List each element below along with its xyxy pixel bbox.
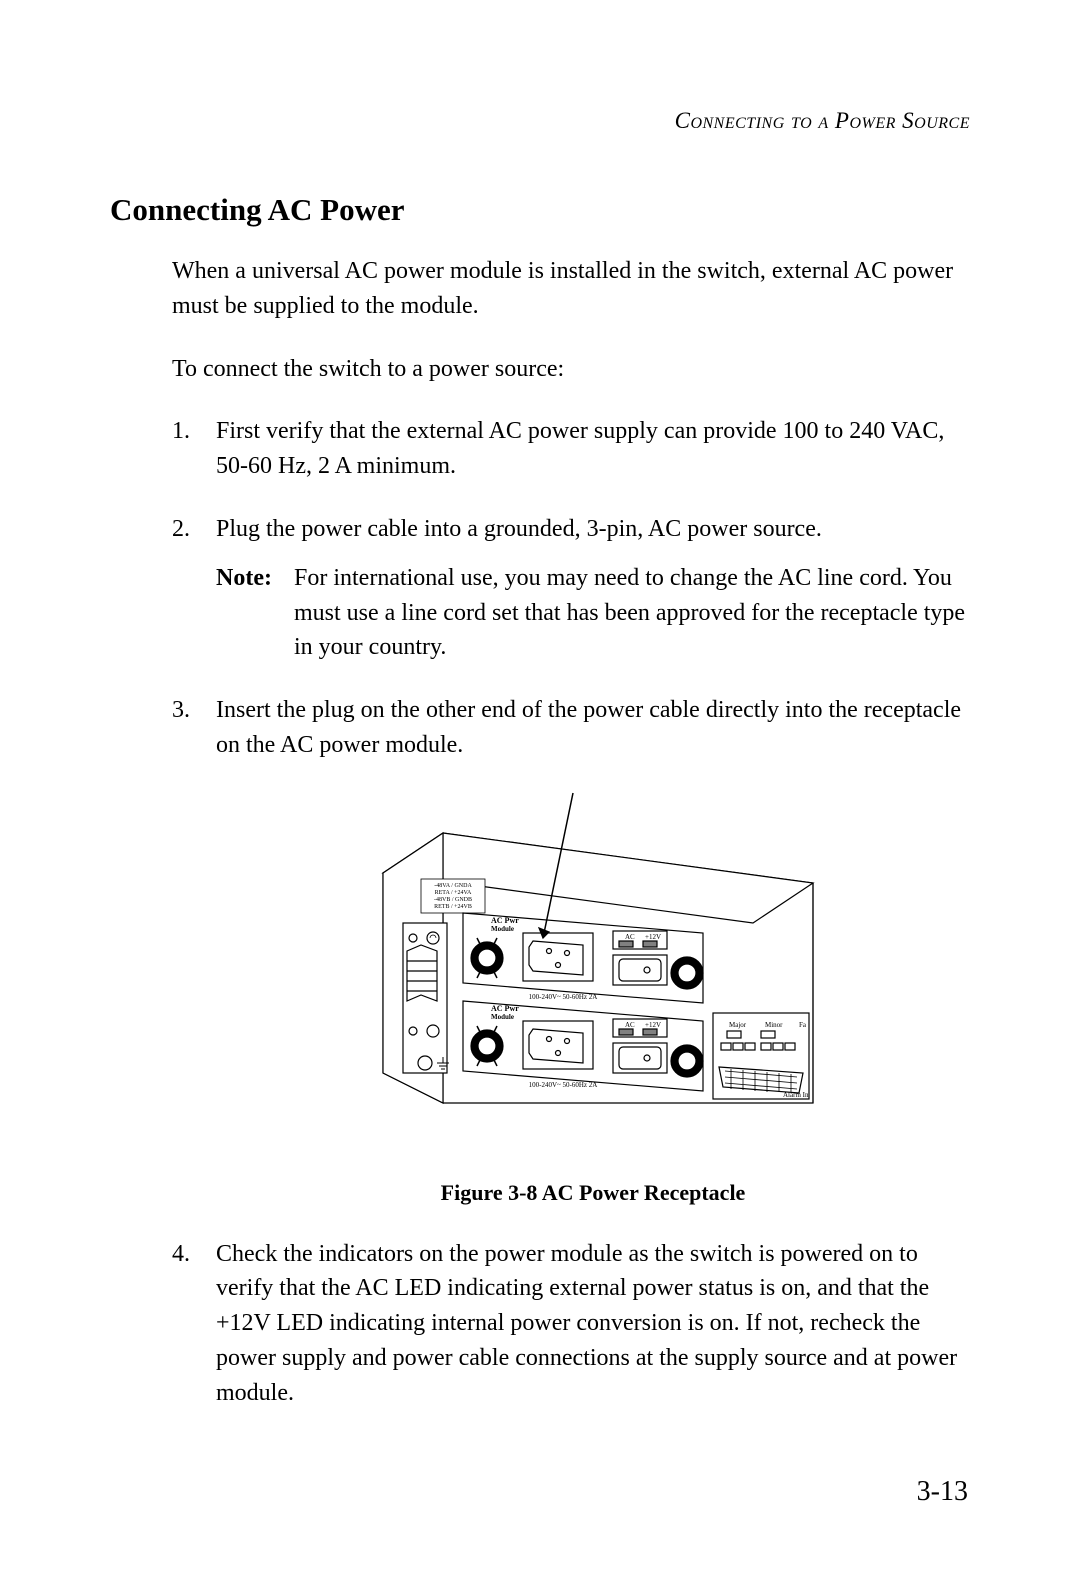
svg-text:100-240V~ 50-60Hz 2A: 100-240V~ 50-60Hz 2A xyxy=(529,1081,598,1089)
svg-text:Minor: Minor xyxy=(765,1021,783,1029)
svg-text:Fa: Fa xyxy=(799,1021,807,1029)
svg-text:AC: AC xyxy=(625,1021,635,1029)
step-1: First verify that the external AC power … xyxy=(172,414,970,484)
svg-text:AC Pwr: AC Pwr xyxy=(491,916,519,925)
figure-3-8: -48VA / GNDA RETA / +24VA -48VB / GNDB R… xyxy=(216,773,970,1209)
running-header: Connecting to a Power Source xyxy=(110,108,970,134)
step-list: First verify that the external AC power … xyxy=(172,414,970,1410)
page-content: Connecting to a Power Source Connecting … xyxy=(0,0,1080,1570)
note-text: For international use, you may need to c… xyxy=(294,561,970,665)
svg-text:100-240V~ 50-60Hz 2A: 100-240V~ 50-60Hz 2A xyxy=(529,993,598,1001)
section-title: Connecting AC Power xyxy=(110,192,970,228)
svg-text:Alarm In: Alarm In xyxy=(783,1091,809,1099)
svg-text:Module: Module xyxy=(491,925,514,933)
note-block: Note: For international use, you may nee… xyxy=(216,561,970,665)
step-2-text: Plug the power cable into a grounded, 3-… xyxy=(216,516,822,542)
svg-text:+12V: +12V xyxy=(645,933,661,941)
intro-paragraph: When a universal AC power module is inst… xyxy=(172,254,970,324)
svg-text:-48VB / GNDB: -48VB / GNDB xyxy=(434,897,472,903)
lead-in: To connect the switch to a power source: xyxy=(172,352,970,387)
step-2: Plug the power cable into a grounded, 3-… xyxy=(172,512,970,665)
ac-power-receptacle-diagram: -48VA / GNDA RETA / +24VA -48VB / GNDB R… xyxy=(343,773,843,1133)
svg-text:AC: AC xyxy=(625,933,635,941)
svg-text:+12V: +12V xyxy=(645,1021,661,1029)
svg-text:Module: Module xyxy=(491,1013,514,1021)
svg-text:AC Pwr: AC Pwr xyxy=(491,1004,519,1013)
svg-text:RETA / +24VA: RETA / +24VA xyxy=(435,890,472,896)
content-block: When a universal AC power module is inst… xyxy=(110,254,970,1411)
page-number: 3-13 xyxy=(917,1476,968,1508)
svg-text:RETB / +24VB: RETB / +24VB xyxy=(434,904,472,910)
step-3-text: Insert the plug on the other end of the … xyxy=(216,697,961,758)
svg-text:-48VA / GNDA: -48VA / GNDA xyxy=(434,883,472,889)
note-label: Note: xyxy=(216,561,294,665)
figure-caption: Figure 3-8 AC Power Receptacle xyxy=(216,1177,970,1209)
svg-text:Major: Major xyxy=(729,1021,747,1029)
step-4-text: Check the indicators on the power module… xyxy=(216,1241,957,1406)
step-4: Check the indicators on the power module… xyxy=(172,1237,970,1411)
step-3: Insert the plug on the other end of the … xyxy=(172,693,970,1208)
step-1-text: First verify that the external AC power … xyxy=(216,418,944,479)
